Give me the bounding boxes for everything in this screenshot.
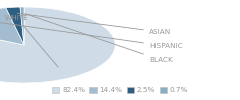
Legend: 82.4%, 14.4%, 2.5%, 0.7%: 82.4%, 14.4%, 2.5%, 0.7% bbox=[49, 84, 191, 96]
Wedge shape bbox=[0, 7, 115, 83]
Text: WHITE: WHITE bbox=[5, 15, 58, 67]
Text: HISPANIC: HISPANIC bbox=[0, 20, 183, 49]
Wedge shape bbox=[20, 7, 24, 45]
Text: ASIAN: ASIAN bbox=[17, 13, 171, 35]
Wedge shape bbox=[0, 8, 24, 45]
Text: BLACK: BLACK bbox=[25, 14, 173, 63]
Wedge shape bbox=[6, 7, 24, 45]
